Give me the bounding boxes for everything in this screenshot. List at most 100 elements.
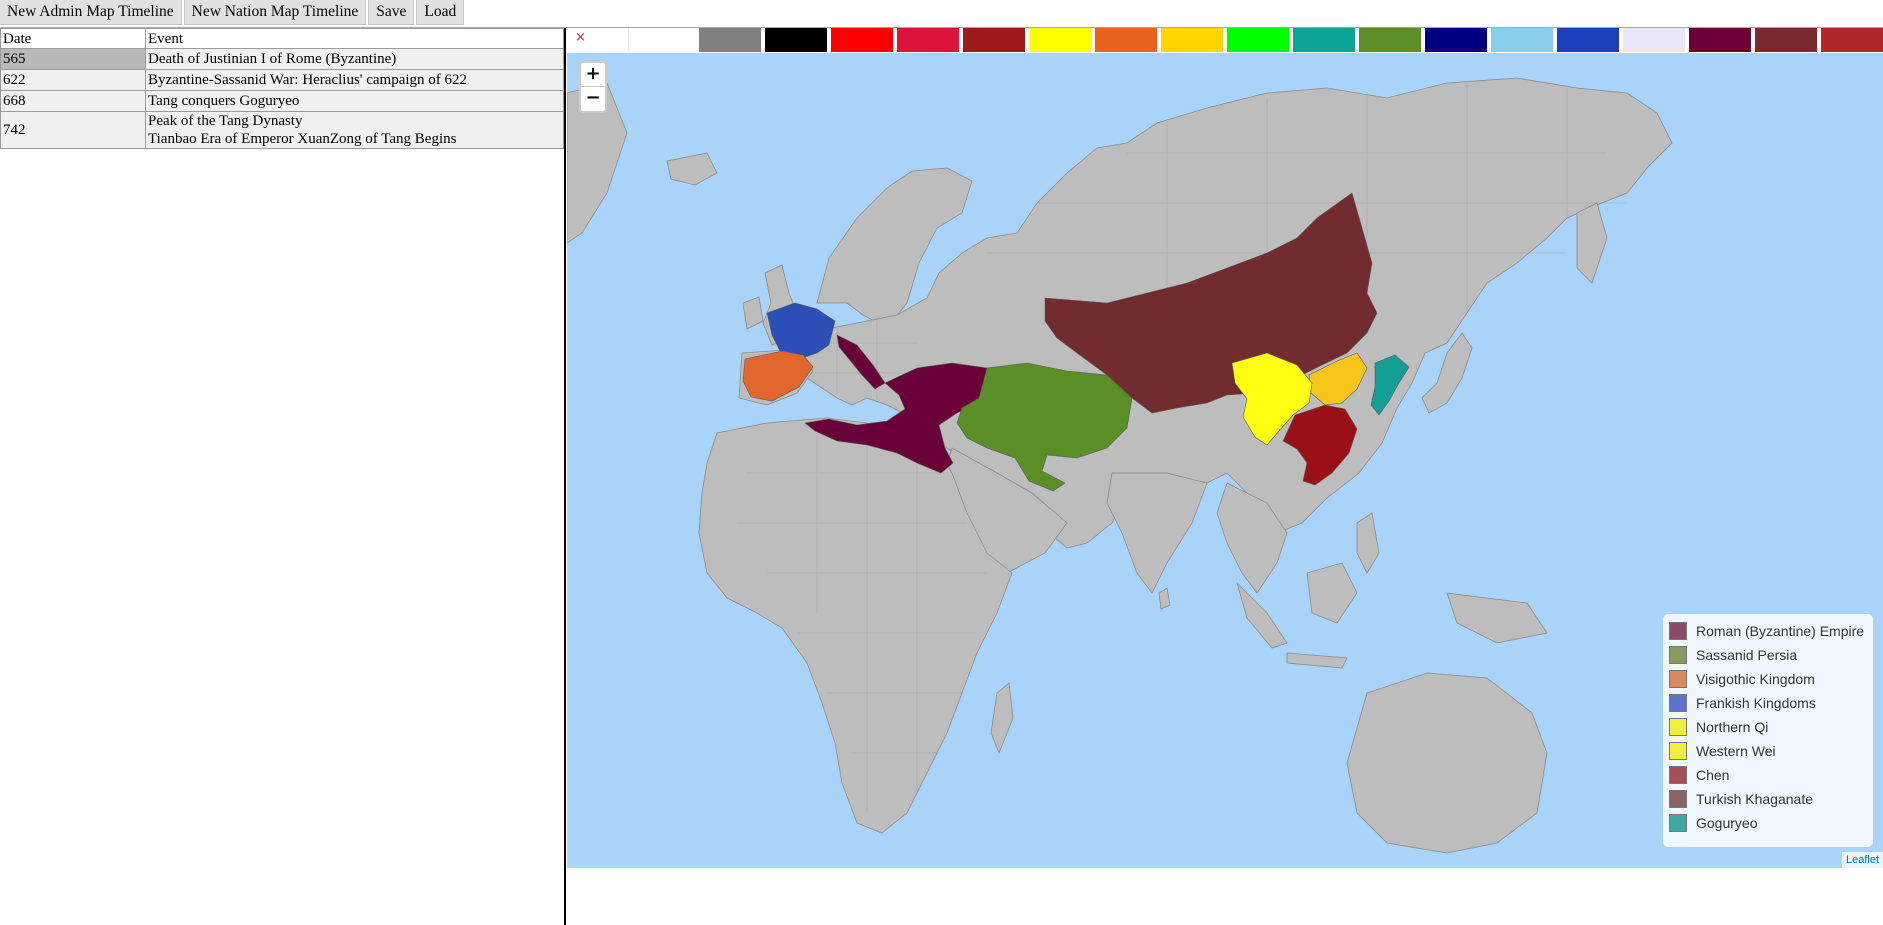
color-swatch[interactable]	[1557, 28, 1619, 52]
table-row[interactable]: 622 Byzantine-Sassanid War: Heraclius' ca…	[0, 69, 564, 91]
color-swatch[interactable]	[633, 28, 695, 52]
legend-swatch	[1669, 742, 1687, 760]
landmass-sumatra	[1236, 581, 1288, 649]
color-swatch[interactable]	[765, 28, 827, 52]
legend-swatch	[1669, 814, 1687, 832]
table-row[interactable]: 668 Tang conquers Goguryeo	[0, 90, 564, 112]
landmass-australia	[1346, 672, 1548, 854]
map-view[interactable]: + − Roman (Byzantine) Empire Sassanid Per…	[567, 53, 1883, 868]
landmass-borneo	[1306, 562, 1358, 624]
new-nation-map-timeline-button[interactable]: New Nation Map Timeline	[183, 0, 367, 25]
event-text-line: Peak of the Tang Dynasty	[148, 113, 303, 129]
region-goguryeo	[1370, 354, 1410, 416]
region-western-wei	[1231, 352, 1313, 446]
region-frankish-kingdoms	[766, 302, 836, 360]
event-text-line: Tang conquers Goguryeo	[148, 93, 300, 109]
color-swatch[interactable]	[1689, 28, 1751, 52]
color-swatch[interactable]	[1095, 28, 1157, 52]
legend-label: Turkish Khaganate	[1696, 791, 1813, 807]
landmass-se-asia	[1216, 482, 1288, 594]
legend-label: Northern Qi	[1696, 719, 1769, 735]
event-column-header: Event	[145, 28, 564, 49]
legend-item: Turkish Khaganate	[1669, 787, 1867, 811]
legend-swatch	[1669, 622, 1687, 640]
events-panel: Date Event 565 Death of Justinian I of Ro…	[0, 28, 566, 925]
legend-label: Goguryeo	[1696, 815, 1758, 831]
save-button[interactable]: Save	[368, 0, 415, 25]
landmass-greenland	[567, 82, 628, 244]
legend-label: Western Wei	[1696, 743, 1776, 759]
new-admin-map-timeline-button[interactable]: New Admin Map Timeline	[0, 0, 182, 25]
color-swatch[interactable]	[1293, 28, 1355, 52]
region-turkish-khaganate	[1044, 192, 1378, 414]
border-lines-europe	[797, 318, 917, 403]
event-date[interactable]: 742	[0, 111, 146, 149]
event-text-line: Death of Justinian I of Rome (Byzantine)	[148, 51, 397, 67]
legend-label: Frankish Kingdoms	[1696, 695, 1816, 711]
map-legend: Roman (Byzantine) Empire Sassanid Persia V…	[1663, 614, 1873, 847]
landmass-ireland	[742, 296, 764, 330]
event-description[interactable]: Byzantine-Sassanid War: Heraclius' campa…	[145, 69, 564, 91]
legend-swatch	[1669, 718, 1687, 736]
legend-swatch	[1669, 790, 1687, 808]
clear-color-swatch[interactable]: ×	[567, 28, 629, 52]
legend-swatch	[1669, 646, 1687, 664]
table-row[interactable]: 565 Death of Justinian I of Rome (Byzanti…	[0, 48, 564, 70]
landmass-madagascar	[990, 682, 1014, 755]
legend-swatch	[1669, 670, 1687, 688]
legend-item: Frankish Kingdoms	[1669, 691, 1867, 715]
landmass-scandinavia	[816, 167, 973, 329]
world-map[interactable]	[567, 53, 1883, 868]
color-swatch[interactable]	[1425, 28, 1487, 52]
color-swatch[interactable]	[1227, 28, 1289, 52]
landmass-iceland	[666, 152, 718, 186]
event-description[interactable]: Tang conquers Goguryeo	[145, 90, 564, 112]
event-date[interactable]: 565	[0, 48, 146, 70]
event-description[interactable]: Death of Justinian I of Rome (Byzantine)	[145, 48, 564, 70]
close-icon: ×	[575, 30, 586, 45]
landmass-java	[1286, 652, 1348, 669]
legend-item: Chen	[1669, 763, 1867, 787]
load-button[interactable]: Load	[416, 0, 465, 25]
leaflet-attribution-link[interactable]: Leaflet	[1841, 852, 1883, 868]
landmass-sri-lanka	[1158, 587, 1171, 610]
color-swatch[interactable]	[699, 28, 761, 52]
table-row[interactable]: 742 Peak of the Tang Dynasty Tianbao Era o…	[0, 111, 564, 149]
color-swatch[interactable]	[831, 28, 893, 52]
landmass-philippines	[1356, 512, 1380, 574]
legend-label: Chen	[1696, 767, 1730, 783]
event-date[interactable]: 622	[0, 69, 146, 91]
legend-swatch	[1669, 766, 1687, 784]
legend-item: Western Wei	[1669, 739, 1867, 763]
zoom-in-button[interactable]: +	[579, 61, 607, 87]
color-swatch[interactable]	[897, 28, 959, 52]
zoom-out-button[interactable]: −	[579, 87, 607, 113]
landmass-new-guinea	[1446, 592, 1548, 644]
event-description[interactable]: Peak of the Tang Dynasty Tianbao Era of E…	[145, 111, 564, 149]
region-chen	[1282, 404, 1358, 486]
color-swatch[interactable]	[1755, 28, 1817, 52]
event-date[interactable]: 668	[0, 90, 146, 112]
legend-label: Visigothic Kingdom	[1696, 671, 1815, 687]
event-text-line: Byzantine-Sassanid War: Heraclius' campa…	[148, 72, 468, 88]
border-lines-africa	[737, 423, 987, 813]
events-table-header: Date Event	[0, 28, 564, 49]
legend-label: Sassanid Persia	[1696, 647, 1798, 663]
color-palette: ×	[567, 28, 1883, 52]
color-swatch[interactable]	[1821, 28, 1883, 52]
landmass-kamchatka	[1576, 202, 1608, 284]
region-byzantine-italy	[836, 334, 886, 390]
legend-label: Roman (Byzantine) Empire	[1696, 623, 1865, 639]
event-text-line: Tianbao Era of Emperor XuanZong of Tang …	[148, 131, 457, 147]
legend-item: Sassanid Persia	[1669, 643, 1867, 667]
color-swatch[interactable]	[1029, 28, 1091, 52]
legend-item: Goguryeo	[1669, 811, 1867, 835]
color-swatch[interactable]	[1161, 28, 1223, 52]
date-column-header: Date	[0, 28, 146, 49]
color-swatch[interactable]	[1623, 28, 1685, 52]
region-northern-qi	[1308, 352, 1368, 406]
color-swatch[interactable]	[1359, 28, 1421, 52]
color-swatch[interactable]	[963, 28, 1025, 52]
toolbar: New Admin Map Timeline New Nation Map Tim…	[0, 0, 1883, 28]
color-swatch[interactable]	[1491, 28, 1553, 52]
